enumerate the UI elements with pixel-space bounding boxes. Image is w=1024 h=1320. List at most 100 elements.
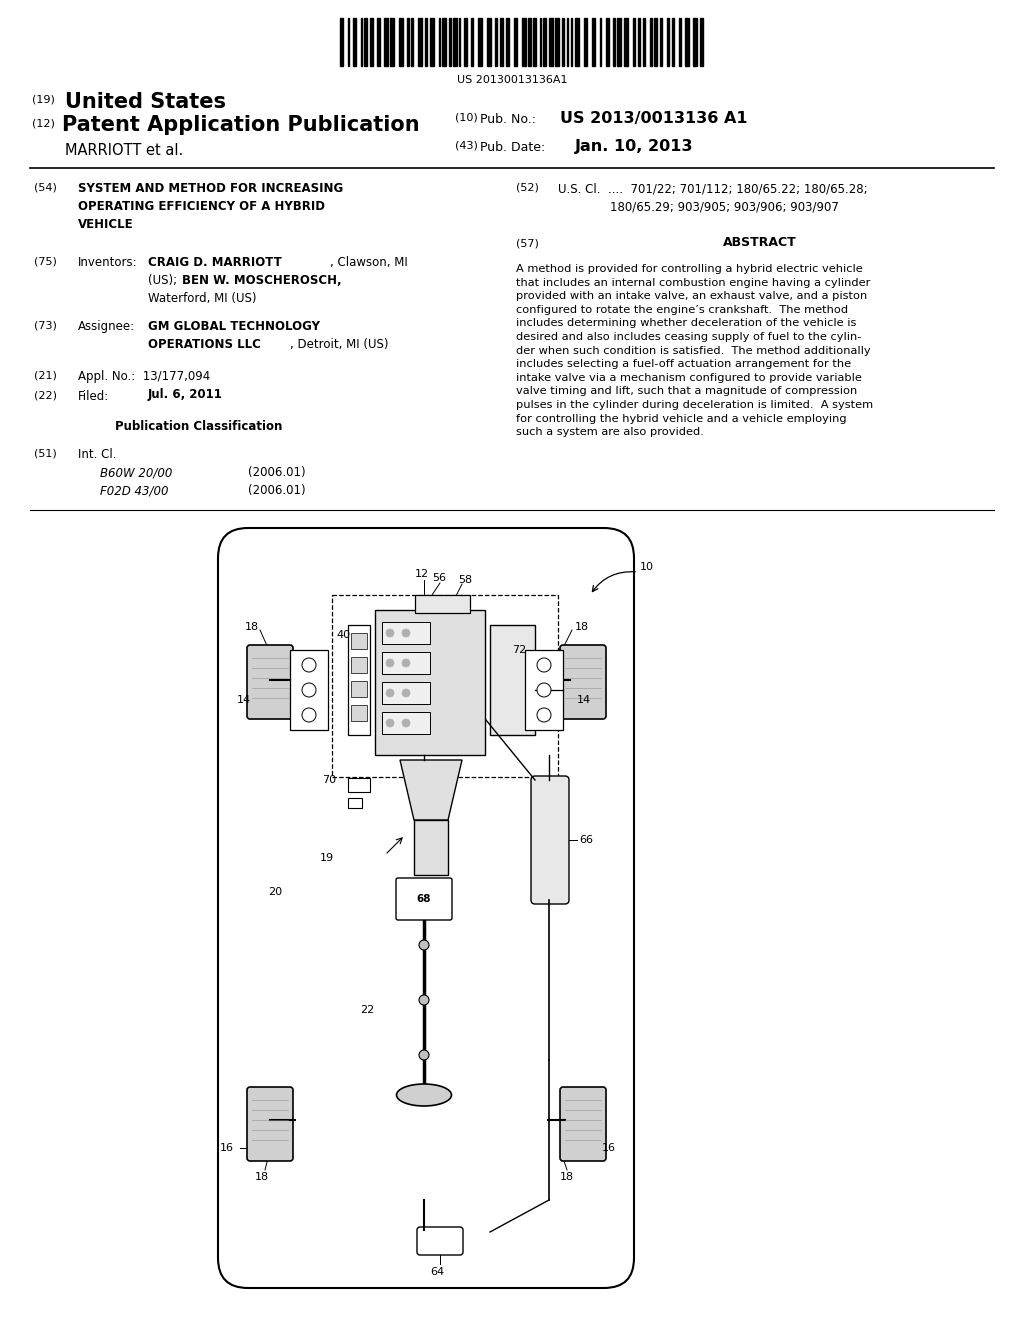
- Text: (22): (22): [34, 389, 57, 400]
- Bar: [543, 18, 546, 66]
- Circle shape: [302, 708, 316, 722]
- Circle shape: [302, 682, 316, 697]
- Text: 66: 66: [579, 836, 593, 845]
- Text: GM GLOBAL TECHNOLOGY: GM GLOBAL TECHNOLOGY: [148, 319, 319, 333]
- Text: 64: 64: [430, 1267, 444, 1276]
- Bar: [679, 18, 681, 66]
- Text: Pub. Date:: Pub. Date:: [480, 141, 545, 154]
- Text: Int. Cl.: Int. Cl.: [78, 447, 117, 461]
- Bar: [384, 18, 388, 66]
- Bar: [555, 18, 559, 66]
- Bar: [700, 18, 703, 66]
- Bar: [407, 18, 409, 66]
- Circle shape: [302, 657, 316, 672]
- Text: 14: 14: [237, 696, 251, 705]
- Bar: [638, 18, 640, 66]
- Text: 14: 14: [577, 696, 591, 705]
- Bar: [353, 18, 356, 66]
- Text: 19: 19: [319, 853, 334, 863]
- Text: US 20130013136A1: US 20130013136A1: [457, 75, 567, 84]
- Circle shape: [386, 659, 394, 667]
- Bar: [351, 681, 367, 697]
- Circle shape: [419, 1049, 429, 1060]
- Bar: [584, 18, 587, 66]
- Text: 20: 20: [268, 887, 283, 898]
- Bar: [693, 18, 697, 66]
- Bar: [382, 652, 430, 675]
- Text: 16: 16: [602, 1143, 616, 1152]
- FancyBboxPatch shape: [417, 1228, 463, 1255]
- Bar: [290, 649, 328, 730]
- Bar: [506, 18, 509, 66]
- Bar: [348, 799, 362, 808]
- Text: (54): (54): [34, 182, 57, 191]
- FancyBboxPatch shape: [560, 645, 606, 719]
- Circle shape: [419, 940, 429, 950]
- Text: 72: 72: [512, 645, 526, 655]
- Circle shape: [537, 657, 551, 672]
- Bar: [471, 18, 473, 66]
- Bar: [549, 18, 553, 66]
- Text: 16: 16: [220, 1143, 234, 1152]
- Circle shape: [386, 719, 394, 727]
- Text: BEN W. MOSCHEROSCH,: BEN W. MOSCHEROSCH,: [182, 275, 342, 286]
- Bar: [348, 624, 370, 735]
- Circle shape: [402, 719, 410, 727]
- Bar: [606, 18, 609, 66]
- Bar: [490, 624, 535, 735]
- Bar: [495, 18, 497, 66]
- FancyBboxPatch shape: [531, 776, 569, 904]
- Bar: [592, 18, 595, 66]
- FancyBboxPatch shape: [396, 878, 452, 920]
- Bar: [624, 18, 628, 66]
- Text: 56: 56: [432, 573, 446, 583]
- FancyBboxPatch shape: [247, 1086, 293, 1162]
- Text: Pub. No.:: Pub. No.:: [480, 114, 536, 125]
- Bar: [364, 18, 367, 66]
- Text: (21): (21): [34, 370, 57, 380]
- FancyBboxPatch shape: [218, 528, 634, 1288]
- Text: F02D 43/00: F02D 43/00: [100, 484, 169, 498]
- Bar: [449, 18, 451, 66]
- Text: (2006.01): (2006.01): [248, 484, 305, 498]
- Bar: [382, 622, 430, 644]
- Text: Publication Classification: Publication Classification: [115, 420, 283, 433]
- Bar: [414, 820, 449, 875]
- Text: Jul. 6, 2011: Jul. 6, 2011: [148, 388, 223, 401]
- Text: Waterford, MI (US): Waterford, MI (US): [148, 292, 256, 305]
- Text: 68: 68: [417, 894, 431, 904]
- Text: United States: United States: [65, 92, 226, 112]
- FancyBboxPatch shape: [247, 645, 293, 719]
- Text: (43): (43): [455, 141, 478, 150]
- Text: 70: 70: [322, 775, 336, 785]
- Bar: [332, 595, 558, 777]
- Bar: [478, 18, 482, 66]
- Bar: [685, 18, 689, 66]
- Bar: [411, 18, 413, 66]
- Text: 22: 22: [360, 1005, 374, 1015]
- Bar: [375, 610, 485, 755]
- Bar: [348, 777, 370, 792]
- Text: 18: 18: [560, 1172, 574, 1181]
- Text: B60W 20/00: B60W 20/00: [100, 466, 172, 479]
- Text: (75): (75): [34, 256, 57, 267]
- Polygon shape: [400, 760, 462, 820]
- Text: 40: 40: [336, 630, 350, 640]
- Text: (US);: (US);: [148, 275, 181, 286]
- Text: (12): (12): [32, 117, 55, 128]
- Circle shape: [537, 682, 551, 697]
- Text: US 2013/0013136 A1: US 2013/0013136 A1: [560, 111, 748, 125]
- Bar: [390, 18, 394, 66]
- Bar: [643, 18, 645, 66]
- Text: ABSTRACT: ABSTRACT: [723, 236, 797, 249]
- Text: 18: 18: [255, 1172, 269, 1181]
- Circle shape: [537, 708, 551, 722]
- Bar: [399, 18, 403, 66]
- Text: (73): (73): [34, 319, 57, 330]
- Bar: [351, 705, 367, 721]
- Bar: [660, 18, 662, 66]
- Circle shape: [419, 995, 429, 1005]
- Circle shape: [386, 630, 394, 638]
- Text: CRAIG D. MARRIOTT: CRAIG D. MARRIOTT: [148, 256, 282, 269]
- Text: (51): (51): [34, 447, 56, 458]
